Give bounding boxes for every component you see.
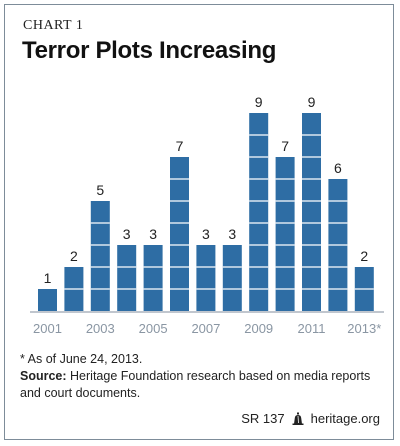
x-tick-label-2003: 2003 [86,321,115,336]
data-label-2013: 2 [360,248,368,264]
data-label-2002: 2 [70,248,78,264]
source-label: Source: [20,369,67,383]
bar-2001 [38,289,57,311]
bar-2010 [275,157,295,311]
data-label-2003: 5 [96,182,104,198]
x-tick-label-2009: 2009 [244,321,273,336]
bar-2003 [90,201,110,311]
data-label-2007: 3 [202,226,210,242]
asterisk-note: * As of June 24, 2013. [20,352,143,366]
data-label-2012: 6 [334,160,342,176]
footer: SR 137 heritage.org [241,411,380,426]
bar-2009 [249,113,269,311]
data-label-2010: 7 [281,138,289,154]
bar-2011 [302,113,321,311]
bar-2008 [222,245,242,311]
bar-2005 [143,245,163,311]
data-label-2011: 9 [308,94,316,110]
chart-title: Terror Plots Increasing [22,37,277,64]
x-tick-label-2013: 2013* [347,321,381,336]
data-label-2004: 3 [123,226,131,242]
x-tick-label-2007: 2007 [191,321,220,336]
x-tick-label-2001: 2001 [33,321,62,336]
data-label-2005: 3 [149,226,157,242]
chart-number-label: CHART 1 [23,18,84,33]
bar-2007 [196,245,216,311]
liberty-bell-icon [292,412,304,425]
bar-2006 [170,157,189,311]
source-note: Source: Heritage Foundation research bas… [20,368,380,402]
source-text: Heritage Foundation research based on me… [20,369,371,400]
report-id: SR 137 [241,411,285,426]
x-tick-label-2011: 2011 [298,321,326,336]
data-label-2006: 7 [176,138,184,154]
data-label-2009: 9 [255,94,263,110]
footnote: * As of June 24, 2013. Source: Heritage … [20,351,380,402]
data-label-2001: 1 [44,270,52,286]
x-tick-label-2005: 2005 [139,321,168,336]
data-label-2008: 3 [228,226,236,242]
site-link[interactable]: heritage.org [310,411,380,426]
bar-2004 [117,245,137,311]
